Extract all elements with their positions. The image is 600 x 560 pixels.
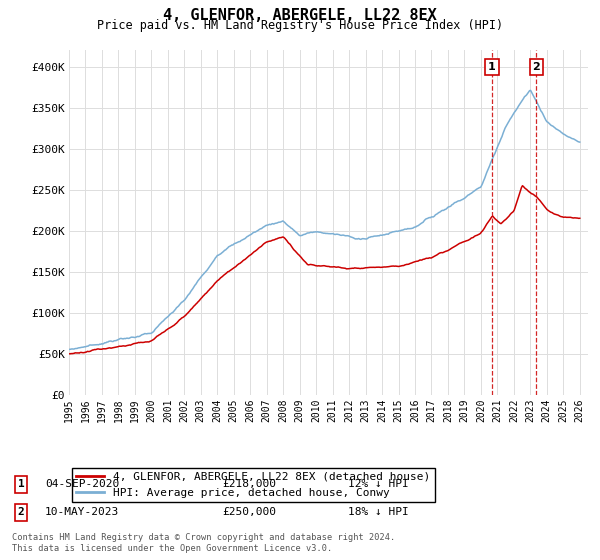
Text: 1: 1 (488, 62, 496, 72)
Text: 10-MAY-2023: 10-MAY-2023 (45, 507, 119, 517)
Text: Price paid vs. HM Land Registry's House Price Index (HPI): Price paid vs. HM Land Registry's House … (97, 19, 503, 32)
Text: 2: 2 (17, 507, 25, 517)
Legend: 4, GLENFOR, ABERGELE, LL22 8EX (detached house), HPI: Average price, detached ho: 4, GLENFOR, ABERGELE, LL22 8EX (detached… (72, 468, 435, 502)
Text: £250,000: £250,000 (222, 507, 276, 517)
Text: 4, GLENFOR, ABERGELE, LL22 8EX: 4, GLENFOR, ABERGELE, LL22 8EX (163, 8, 437, 24)
Text: 18% ↓ HPI: 18% ↓ HPI (348, 507, 409, 517)
Text: 12% ↓ HPI: 12% ↓ HPI (348, 479, 409, 489)
Text: 04-SEP-2020: 04-SEP-2020 (45, 479, 119, 489)
Text: 2: 2 (532, 62, 540, 72)
Text: £218,000: £218,000 (222, 479, 276, 489)
Text: Contains HM Land Registry data © Crown copyright and database right 2024.
This d: Contains HM Land Registry data © Crown c… (12, 533, 395, 553)
Text: 1: 1 (17, 479, 25, 489)
